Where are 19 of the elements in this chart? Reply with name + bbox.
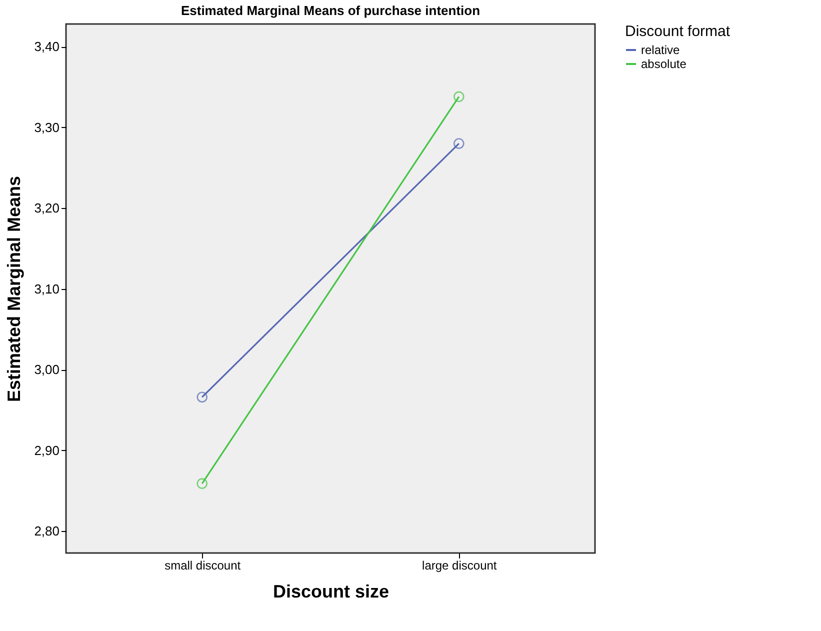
y-tick-label: 3,00 (34, 362, 60, 378)
legend-label: relative (641, 43, 680, 57)
point (454, 91, 464, 102)
y-axis-title: Estimated Marginal Means (4, 176, 24, 402)
legend-label: absolute (641, 57, 687, 71)
y-tick-label: 2,80 (34, 524, 60, 539)
y-tick-label: 3,20 (34, 200, 60, 216)
y-tick-label: 3,10 (34, 281, 60, 296)
point (196, 392, 208, 403)
x-tick-label: large discount (422, 558, 498, 572)
y-tick-label: 3,40 (34, 39, 60, 54)
legend-title: Discount format (625, 23, 731, 40)
y-tick-label: 2,90 (34, 442, 60, 458)
chart-title: Estimated Marginal Means of purchase intention (180, 3, 480, 18)
y-tick-label: 3,30 (34, 120, 60, 135)
point (196, 478, 208, 489)
x-axis-title: Discount size (272, 582, 390, 602)
x-tick-label: small discount (164, 558, 242, 572)
point (454, 138, 464, 149)
